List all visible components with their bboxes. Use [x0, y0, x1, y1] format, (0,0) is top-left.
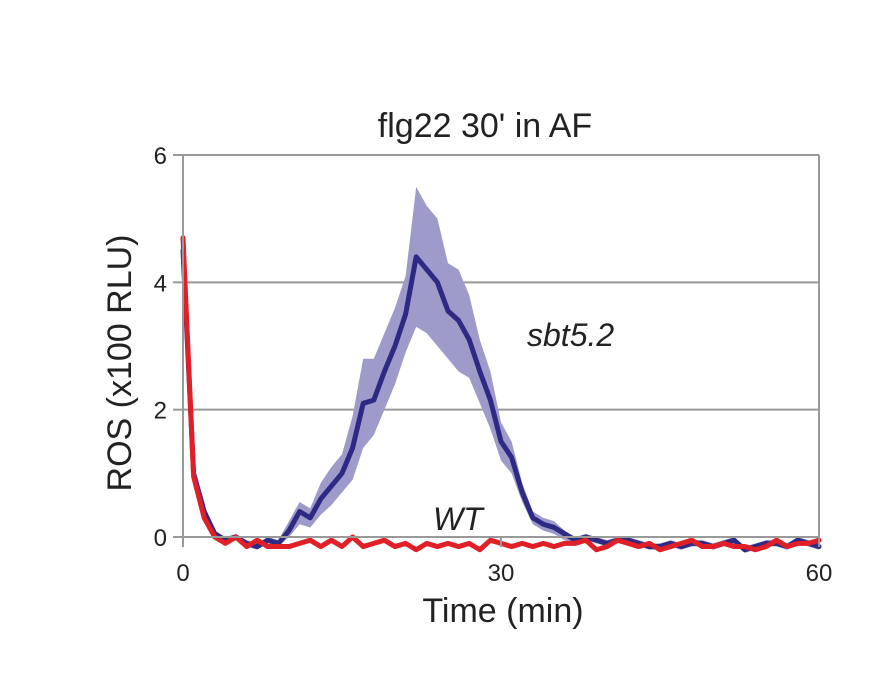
x-tick-label-0: 0	[176, 560, 189, 587]
plot-frame	[173, 154, 820, 547]
series-label-sbt5-2: sbt5.2	[527, 317, 614, 353]
chart-title: flg22 30' in AF	[378, 107, 592, 145]
y-axis-label: ROS (x100 RLU)	[101, 235, 139, 492]
y-tick-label-0: 0	[154, 525, 167, 552]
series-lines	[180, 235, 822, 553]
x-tick-label-30: 30	[488, 560, 515, 587]
gridlines	[183, 281, 819, 411]
sbt5-2-error-band	[183, 186, 819, 553]
series-label-wt: WT	[433, 501, 485, 537]
series-line-wt	[180, 235, 822, 553]
y-tick-label-4: 4	[154, 270, 167, 297]
series-line-sbt5-2	[180, 248, 822, 553]
y-tick-label-6: 6	[154, 143, 167, 170]
x-tick-label-60: 60	[806, 560, 833, 587]
error-bands	[183, 186, 819, 553]
x-axis-label: Time (min)	[422, 592, 583, 630]
y-tick-label-2: 2	[154, 398, 167, 425]
